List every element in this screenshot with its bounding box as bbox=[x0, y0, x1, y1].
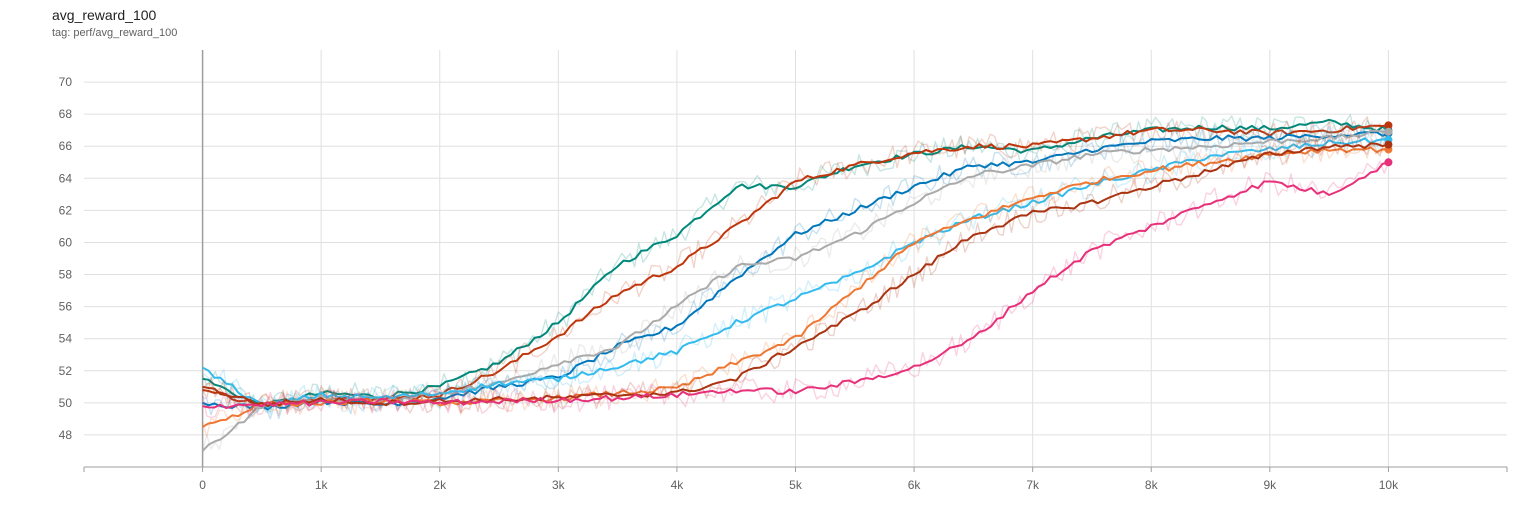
series-raw-line bbox=[201, 133, 1389, 414]
series-raw-line bbox=[201, 121, 1389, 451]
series-line bbox=[202, 161, 1389, 410]
y-tick-label: 50 bbox=[59, 396, 73, 410]
series-endpoint bbox=[1384, 140, 1393, 149]
y-tick-label: 64 bbox=[59, 171, 73, 185]
y-tick-label: 54 bbox=[59, 332, 73, 346]
series-line bbox=[201, 129, 1389, 452]
series-line bbox=[202, 131, 1389, 411]
chart-title: avg_reward_100 bbox=[52, 7, 157, 23]
x-tick-label: 4k bbox=[671, 478, 685, 492]
x-tick-label: 2k bbox=[433, 478, 447, 492]
y-tick-label: 70 bbox=[59, 75, 73, 89]
y-tick-label: 56 bbox=[59, 300, 73, 314]
chart-subtitle: tag: perf/avg_reward_100 bbox=[52, 27, 178, 39]
series-endpoint bbox=[1384, 158, 1393, 167]
x-tick-label: 9k bbox=[1263, 478, 1277, 492]
series-line bbox=[202, 124, 1389, 406]
y-tick-label: 58 bbox=[59, 268, 73, 282]
y-tick-label: 60 bbox=[59, 235, 73, 249]
y-tick-label: 48 bbox=[59, 428, 73, 442]
series-endpoint bbox=[1384, 121, 1393, 130]
y-axis: 48 50 52 54 56 58 60 62 64 66 68 70 bbox=[59, 75, 73, 442]
x-axis: 0 1k 2k 3k 4k 5k 6k 7k 8k 9k 10k bbox=[83, 466, 1508, 492]
x-tick-label: 1k bbox=[315, 478, 329, 492]
x-tick-label: 8k bbox=[1145, 478, 1159, 492]
grid bbox=[84, 50, 1507, 467]
x-tick-label: 5k bbox=[789, 478, 803, 492]
series-group bbox=[201, 113, 1390, 452]
endpoint-markers bbox=[1384, 121, 1393, 167]
x-tick-label: 10k bbox=[1379, 478, 1399, 492]
series-endpoint bbox=[1384, 127, 1393, 136]
x-tick-label: 3k bbox=[552, 478, 566, 492]
x-tick-label: 6k bbox=[908, 478, 922, 492]
series-raw-line bbox=[201, 160, 1390, 419]
y-tick-label: 66 bbox=[59, 139, 73, 153]
y-tick-label: 62 bbox=[59, 203, 73, 217]
series-line bbox=[202, 137, 1389, 409]
x-tick-label: 7k bbox=[1026, 478, 1040, 492]
y-tick-label: 68 bbox=[59, 107, 73, 121]
y-tick-label: 52 bbox=[59, 364, 73, 378]
x-tick-label: 0 bbox=[199, 478, 206, 492]
